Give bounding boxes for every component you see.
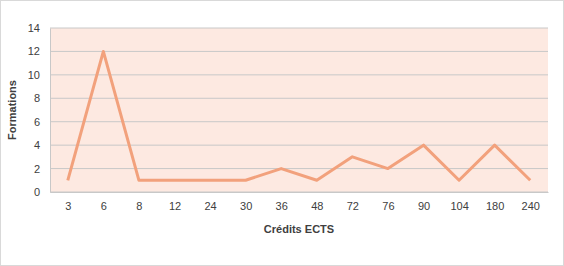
line: [68, 51, 530, 180]
grid-line: [50, 28, 548, 29]
x-tick: 90: [418, 192, 430, 212]
y-axis-title: Formations: [6, 80, 18, 140]
x-tick-label: 90: [418, 200, 430, 212]
x-tick: 48: [311, 192, 323, 212]
grid: [50, 28, 548, 192]
x-tick-label: 104: [450, 200, 468, 212]
x-tick-label: 36: [276, 200, 288, 212]
plot-background: [50, 28, 548, 192]
x-tick: 240: [522, 192, 540, 212]
y-tick: 2: [34, 163, 50, 175]
y-tick-label: 12: [28, 45, 40, 57]
plot: 024681012143681224303648727690104180240: [28, 22, 549, 212]
y-tick-label: 0: [34, 186, 40, 198]
y-tick-label: 2: [34, 163, 40, 175]
x-tick-label: 3: [65, 200, 71, 212]
y-tick: 4: [34, 139, 50, 151]
chart-border: [1, 1, 564, 266]
y-tick-label: 8: [34, 92, 40, 104]
grid-line: [50, 192, 548, 193]
x-tick: 6: [101, 192, 107, 212]
y-tick: 12: [28, 45, 50, 57]
y-axis-line: [50, 29, 51, 193]
y-tick: 14: [28, 22, 50, 34]
x-tick-label: 6: [101, 200, 107, 212]
y-tick-label: 4: [34, 139, 40, 151]
y-tick: 0: [34, 186, 50, 198]
x-tick: 72: [347, 192, 359, 212]
x-tick: 36: [276, 192, 288, 212]
grid-line: [50, 121, 548, 122]
y-tick: 6: [34, 116, 50, 128]
x-tick-label: 8: [136, 200, 142, 212]
x-tick: 12: [169, 192, 181, 212]
grid-line: [50, 51, 548, 52]
x-tick: 30: [240, 192, 252, 212]
x-tick-label: 30: [240, 200, 252, 212]
y-tick: 8: [34, 92, 50, 104]
y-tick-label: 6: [34, 116, 40, 128]
grid-line: [50, 145, 548, 146]
x-tick-label: 24: [204, 200, 216, 212]
y-axis: 0 2 4 6 8 10 12 14: [28, 22, 51, 198]
chart: 024681012143681224303648727690104180240C…: [0, 0, 564, 266]
x-tick-label: 72: [347, 200, 359, 212]
x-tick-label: 12: [169, 200, 181, 212]
x-tick: 24: [204, 192, 216, 212]
grid-line: [50, 98, 548, 99]
x-tick-label: 180: [486, 200, 504, 212]
y-tick-label: 14: [28, 22, 40, 34]
grid-line: [50, 74, 548, 75]
y-tick-label: 10: [28, 69, 40, 81]
x-axis-line: [51, 192, 549, 193]
marks: [68, 51, 530, 180]
y-tick: 10: [28, 69, 50, 81]
x-tick: 76: [382, 192, 394, 212]
x-tick-label: 240: [522, 200, 540, 212]
x-tick: 180: [486, 192, 504, 212]
x-axis-title: Crédits ECTS: [264, 223, 334, 235]
x-tick: 3: [65, 192, 71, 212]
x-tick-label: 48: [311, 200, 323, 212]
x-tick: 104: [450, 192, 468, 212]
x-tick: 8: [136, 192, 142, 212]
x-tick-label: 76: [382, 200, 394, 212]
x-axis: 3681224303648727690104180240: [51, 192, 549, 212]
